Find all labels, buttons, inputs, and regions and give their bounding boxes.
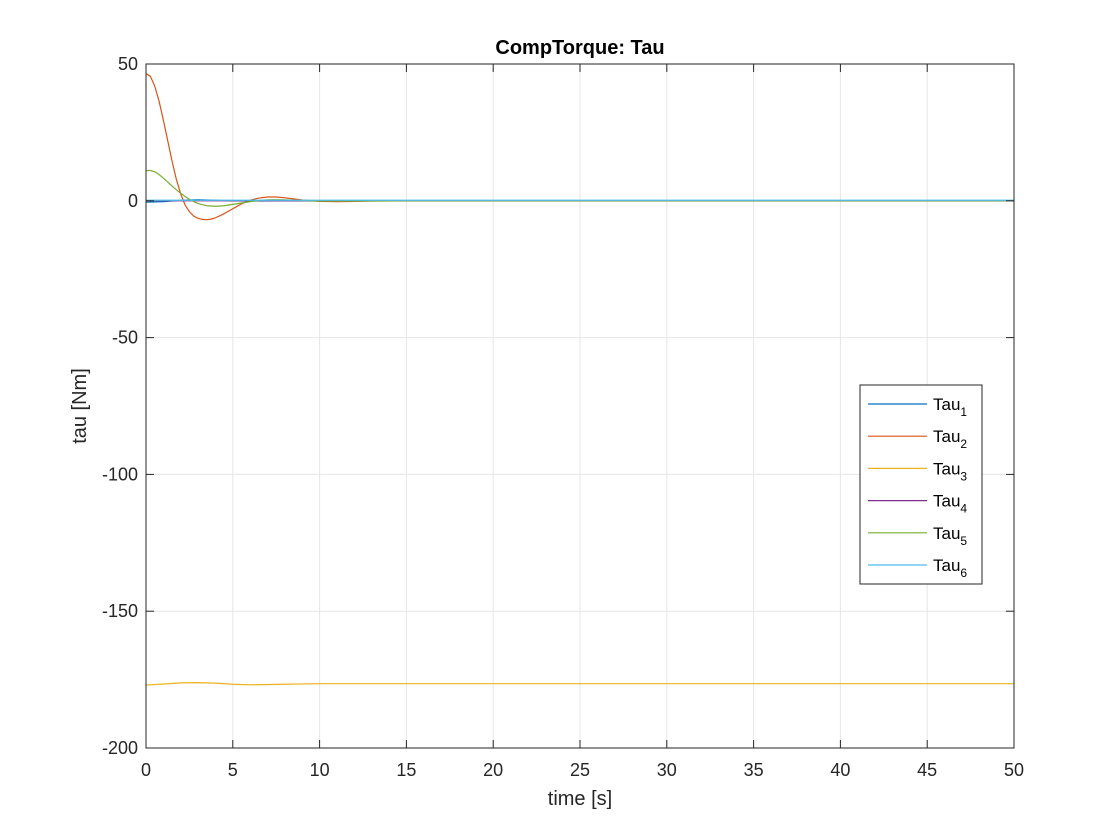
legend-label-tau2: Tau2 <box>933 427 967 451</box>
legend-label-main: Tau <box>933 556 960 575</box>
y-tick-label: 0 <box>128 191 138 211</box>
y-axis-label: tau [Nm] <box>69 368 91 444</box>
x-tick-label: 20 <box>483 760 503 780</box>
legend-label-subscript: 2 <box>960 437 967 451</box>
series-line-tau3 <box>145 682 1014 686</box>
y-tick-label: 50 <box>118 54 138 74</box>
legend-label-main: Tau <box>933 395 960 414</box>
x-axis-label: time [s] <box>548 788 612 810</box>
y-tick-label: -100 <box>102 464 138 484</box>
x-tick-label: 45 <box>917 760 937 780</box>
x-tick-label: 5 <box>228 760 238 780</box>
x-tick-label: 15 <box>396 760 416 780</box>
legend-label-tau3: Tau3 <box>933 459 967 483</box>
x-tick-label: 0 <box>141 760 151 780</box>
legend-label-subscript: 1 <box>960 405 967 419</box>
legend-label-tau5: Tau5 <box>933 524 967 548</box>
legend-label-subscript: 5 <box>960 534 967 548</box>
legend-label-main: Tau <box>933 427 960 446</box>
y-tick-label: -50 <box>112 328 138 348</box>
legend-label-tau6: Tau6 <box>933 556 967 580</box>
legend-label-main: Tau <box>933 492 960 511</box>
grid <box>146 64 1014 748</box>
legend-label-tau4: Tau4 <box>933 492 967 516</box>
legend-label-tau1: Tau1 <box>933 395 967 419</box>
legend-label-subscript: 4 <box>960 502 967 516</box>
legend-label-main: Tau <box>933 524 960 543</box>
x-tick-label: 35 <box>744 760 764 780</box>
legend-box <box>859 384 983 585</box>
y-tick-label: -200 <box>102 738 138 758</box>
series-lines <box>145 73 1014 686</box>
chart-title: CompTorque: Tau <box>495 37 664 59</box>
legend-label-main: Tau <box>933 459 960 478</box>
x-tick-label: 10 <box>310 760 330 780</box>
legend-label-subscript: 3 <box>960 469 967 483</box>
series-line-tau5 <box>145 169 1014 207</box>
x-tick-label: 30 <box>657 760 677 780</box>
x-tick-label: 25 <box>570 760 590 780</box>
legend-label-subscript: 6 <box>960 566 967 580</box>
x-tick-label: 40 <box>830 760 850 780</box>
x-tick-label: 50 <box>1004 760 1024 780</box>
y-tick-label: -150 <box>102 601 138 621</box>
